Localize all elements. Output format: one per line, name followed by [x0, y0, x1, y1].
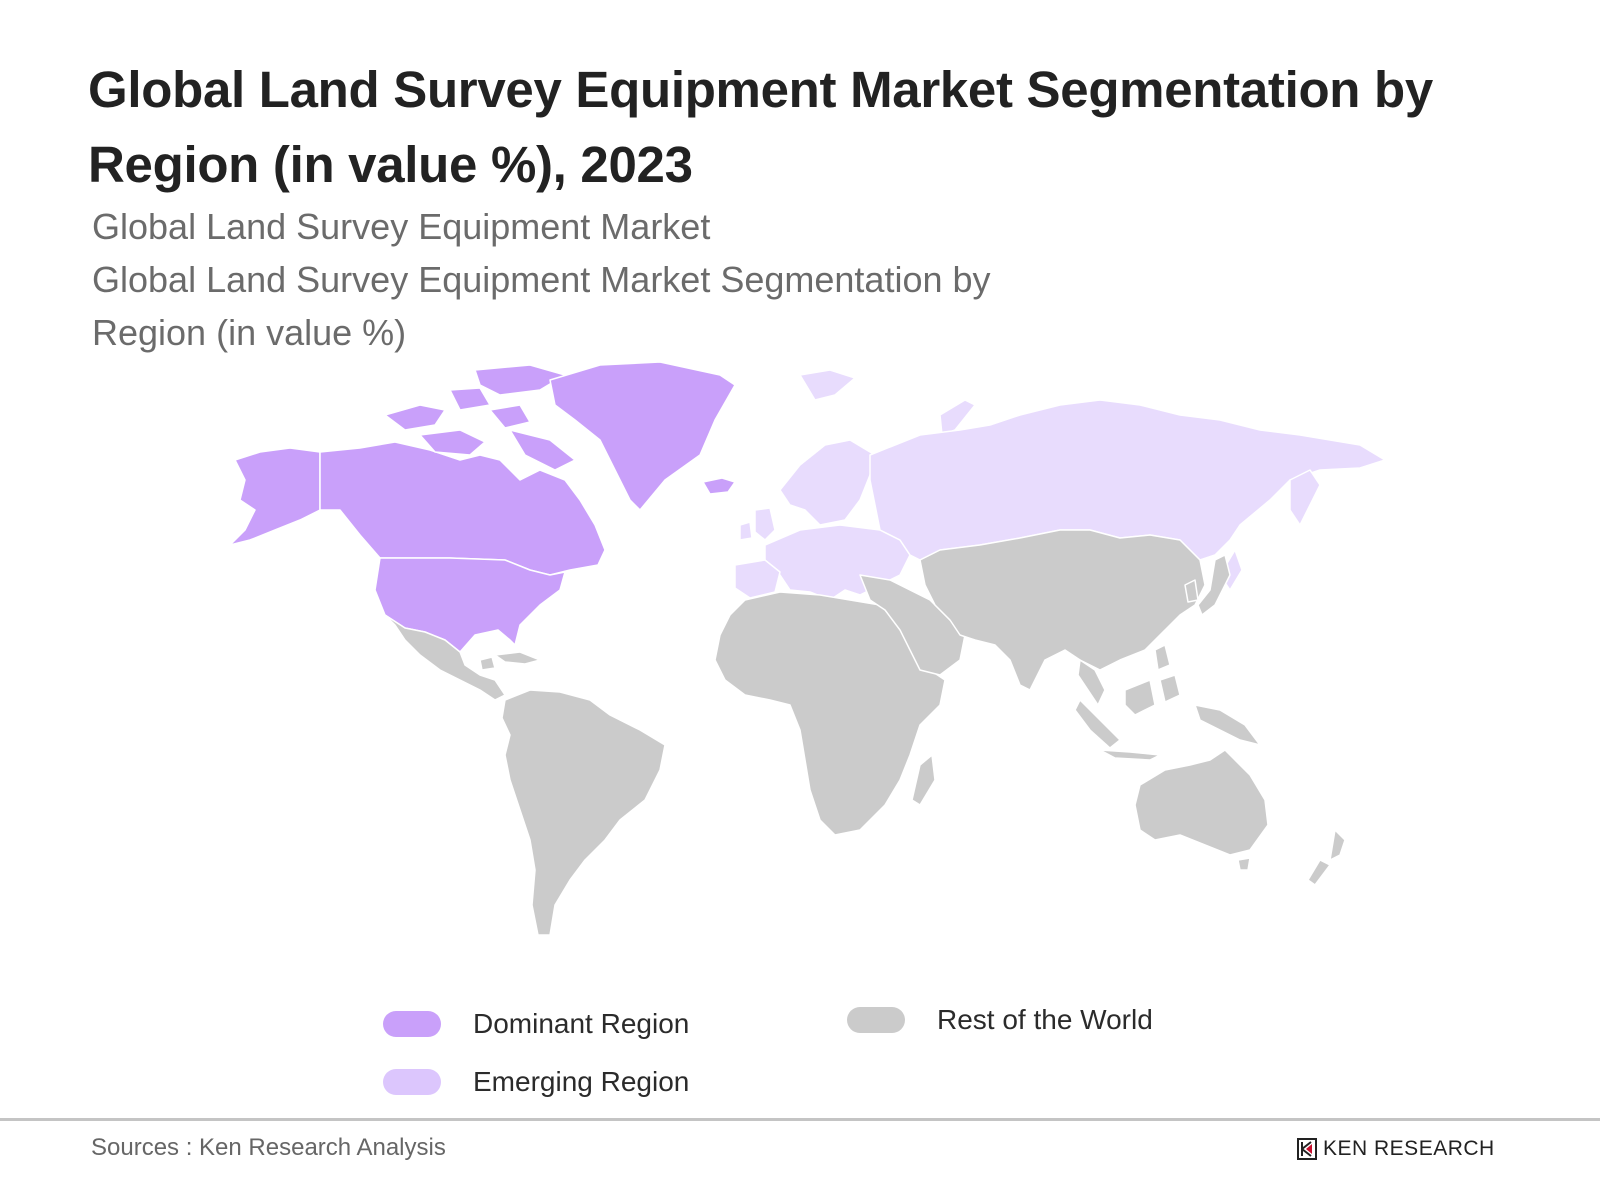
region-emerging: [734, 369, 1386, 601]
mexico: [384, 614, 506, 701]
legend-label-emerging: Emerging Region: [473, 1066, 690, 1097]
source-note: Sources : Ken Research Analysis: [91, 1134, 446, 1161]
middle-east: [859, 574, 966, 676]
swatch-rest: [847, 1007, 905, 1033]
legend-rest: Rest of the World: [847, 1004, 1153, 1036]
canada: [319, 441, 606, 576]
world-map: [229, 361, 1386, 936]
swatch-dominant: [383, 1011, 441, 1037]
region-rest: [384, 529, 1346, 936]
alaska: [229, 447, 321, 546]
legend-dominant: Dominant Region: [383, 1008, 689, 1040]
footer-divider: [0, 1118, 1600, 1121]
brand-logo: KEN RESEARCH: [1297, 1137, 1495, 1161]
legend-emerging: Emerging Region: [383, 1066, 689, 1098]
subtitle-line-1: Global Land Survey Equipment Market: [92, 206, 711, 247]
legend-label-rest: Rest of the World: [937, 1004, 1153, 1035]
scandinavia: [779, 439, 876, 526]
legend-label-dominant: Dominant Region: [473, 1008, 690, 1039]
subtitle-line-2: Global Land Survey Equipment Market Segm…: [92, 259, 991, 300]
page-title: Global Land Survey Equipment Market Segm…: [88, 61, 1433, 193]
brand-name: KEN RESEARCH: [1323, 1137, 1495, 1160]
subtitle: Global Land Survey Equipment Market Glob…: [92, 200, 1092, 359]
south-america: [501, 689, 666, 936]
subtitle-line-3: Region (in value %): [92, 312, 407, 353]
ken-research-logo-icon: [1297, 1138, 1317, 1160]
australia: [1134, 749, 1269, 856]
asia: [919, 529, 1206, 691]
swatch-emerging: [383, 1069, 441, 1095]
greenland: [549, 361, 736, 511]
iceland: [702, 477, 736, 495]
region-dominant: [229, 361, 736, 653]
